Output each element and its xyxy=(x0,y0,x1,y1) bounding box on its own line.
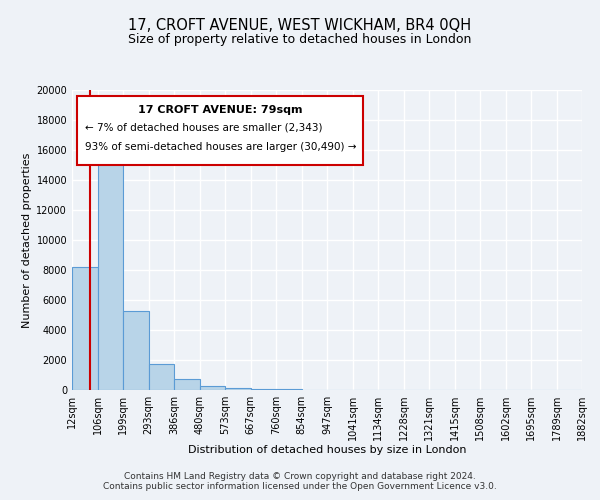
Text: 93% of semi-detached houses are larger (30,490) →: 93% of semi-detached houses are larger (… xyxy=(85,142,356,152)
Bar xyxy=(72,267,97,390)
Y-axis label: Number of detached properties: Number of detached properties xyxy=(22,152,32,328)
Bar xyxy=(97,141,123,390)
Text: 17, CROFT AVENUE, WEST WICKHAM, BR4 0QH: 17, CROFT AVENUE, WEST WICKHAM, BR4 0QH xyxy=(128,18,472,32)
Bar xyxy=(199,386,225,390)
Text: 17 CROFT AVENUE: 79sqm: 17 CROFT AVENUE: 79sqm xyxy=(137,105,302,115)
Text: Contains public sector information licensed under the Open Government Licence v3: Contains public sector information licen… xyxy=(103,482,497,491)
Bar xyxy=(149,364,174,390)
Text: Contains HM Land Registry data © Crown copyright and database right 2024.: Contains HM Land Registry data © Crown c… xyxy=(124,472,476,481)
Text: Size of property relative to detached houses in London: Size of property relative to detached ho… xyxy=(128,32,472,46)
Bar xyxy=(251,389,276,390)
Bar xyxy=(123,310,149,390)
FancyBboxPatch shape xyxy=(77,96,363,165)
X-axis label: Distribution of detached houses by size in London: Distribution of detached houses by size … xyxy=(188,444,466,454)
Text: ← 7% of detached houses are smaller (2,343): ← 7% of detached houses are smaller (2,3… xyxy=(85,123,322,133)
Bar xyxy=(174,379,199,390)
Bar xyxy=(225,388,251,390)
